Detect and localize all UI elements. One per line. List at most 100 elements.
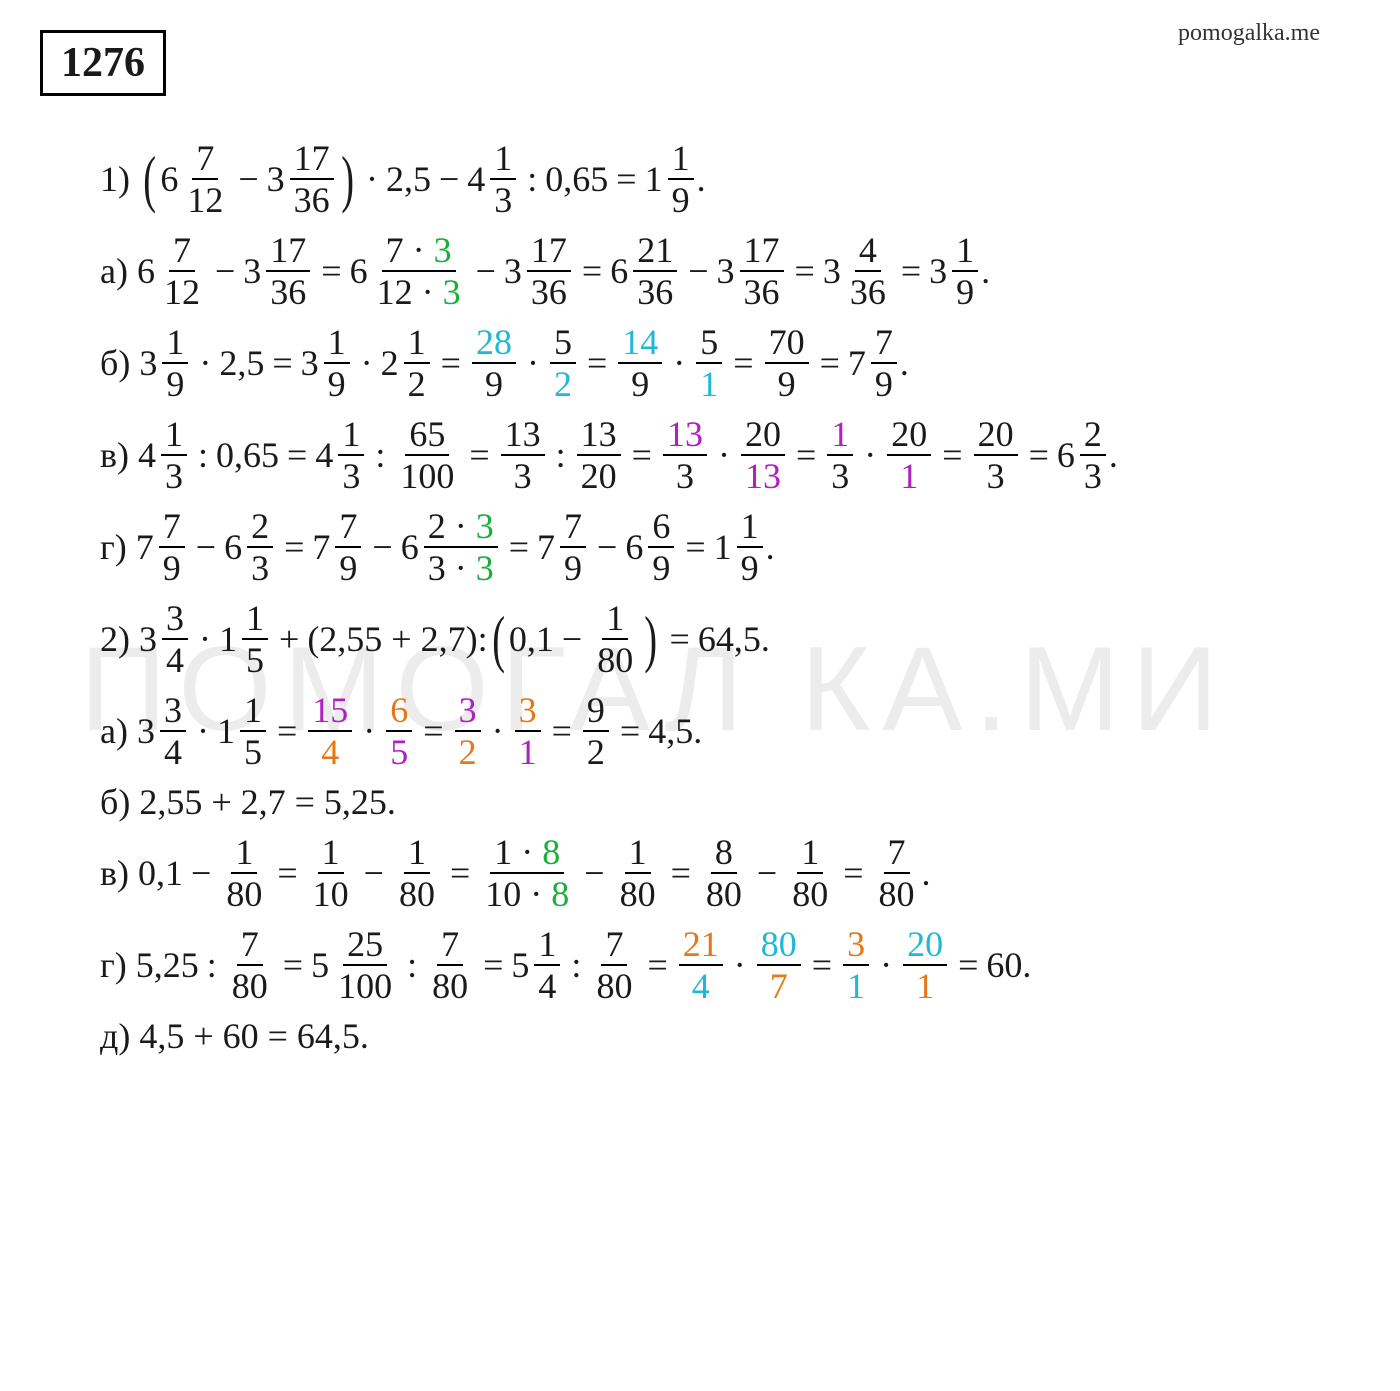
op: · (199, 621, 211, 657)
eq: = (552, 713, 572, 749)
op: − (688, 253, 708, 289)
eq: = (469, 437, 489, 473)
n: 1 (668, 140, 694, 180)
n: 3 (717, 253, 735, 289)
n: 80 (757, 926, 801, 966)
n: 65 (405, 416, 449, 456)
op: − (439, 161, 459, 197)
n: 3 · (428, 548, 476, 588)
n: 1 (162, 324, 188, 364)
n: 36 (740, 272, 784, 310)
n: 3 (139, 345, 157, 381)
n: 20 (903, 926, 947, 966)
n: 100 (396, 456, 458, 494)
n: 7 (237, 926, 263, 966)
n: 4 (855, 232, 881, 272)
n: 2 (381, 345, 399, 381)
p1-g: г) 779 − 623 = 779 − 62 · 33 · 3 = 779 −… (100, 508, 1360, 586)
eq: = (441, 345, 461, 381)
n: 13 (577, 416, 621, 456)
label: г) (100, 947, 127, 983)
lparen: ( (143, 153, 156, 204)
n: 1 (242, 600, 268, 640)
n: 1 (625, 834, 651, 874)
eq: = (284, 529, 304, 565)
n: 4 (317, 732, 343, 770)
n: 3 (823, 253, 841, 289)
n: 1 (645, 161, 663, 197)
n: 80 (702, 874, 746, 912)
n: 0,1 (509, 621, 554, 657)
n: 9 (159, 548, 185, 586)
n: 2,5 (386, 161, 431, 197)
eq: = (321, 253, 341, 289)
n: 13 (501, 416, 545, 456)
n: 3 (137, 713, 155, 749)
n: 1 (797, 834, 823, 874)
eq: = (958, 947, 978, 983)
n: 2 (550, 364, 576, 402)
n: 0,65 (216, 437, 279, 473)
n: 1 (827, 416, 853, 456)
n: 3 (162, 600, 188, 640)
n: 6 (350, 253, 368, 289)
n: 14 (618, 324, 662, 364)
n: 1 (240, 692, 266, 732)
n: 2 (583, 732, 609, 770)
eq: = (812, 947, 832, 983)
op: − (364, 855, 384, 891)
n: 9 (627, 364, 653, 402)
n: 0,65 (545, 161, 608, 197)
op: · (880, 947, 892, 983)
n: 6 (224, 529, 242, 565)
n: 12 (160, 272, 204, 310)
n: 80 (228, 966, 272, 1004)
n: 17 (740, 232, 784, 272)
eq: = (283, 947, 303, 983)
n: 5 (240, 732, 266, 770)
n: 3 (672, 456, 698, 494)
n: 2 (455, 732, 481, 770)
n: 3 (434, 230, 452, 270)
eq: = (820, 345, 840, 381)
p2-b: б) 2,55 + 2,7 = 5,25. (100, 784, 1360, 820)
eq: = (423, 713, 443, 749)
eq: = (277, 713, 297, 749)
eq: = (796, 437, 816, 473)
site-label: pomogalka.me (1178, 20, 1320, 47)
n: 3 (247, 548, 273, 586)
n: 5 (696, 324, 722, 364)
n: 9 (648, 548, 674, 586)
n: 7 (312, 529, 330, 565)
n: 6 (160, 161, 178, 197)
op: : (375, 437, 385, 473)
n: 7 (537, 529, 555, 565)
n: 6 (386, 692, 412, 732)
n: 6 (625, 529, 643, 565)
label: д) (100, 1018, 130, 1054)
n: 7 (136, 529, 154, 565)
n: 1 (231, 834, 257, 874)
n: 6 (648, 508, 674, 548)
eq: = (450, 855, 470, 891)
n: 7 (601, 926, 627, 966)
op: · (718, 437, 730, 473)
n: 20 (577, 456, 621, 494)
dot: . (900, 345, 909, 381)
n: 36 (633, 272, 677, 310)
op: : (198, 437, 208, 473)
dot: . (766, 529, 775, 565)
n: 10 (309, 874, 353, 912)
n: 1 (952, 232, 978, 272)
n: 3 (983, 456, 1009, 494)
n: 9 (335, 548, 361, 586)
eq: = (942, 437, 962, 473)
n: 1 (515, 732, 541, 770)
n: 5 (242, 640, 268, 678)
op: · (734, 947, 746, 983)
n: 70 (765, 324, 809, 364)
eq: = (733, 345, 753, 381)
n: 20 (887, 416, 931, 456)
op: · (199, 345, 211, 381)
n: 17 (290, 140, 334, 180)
